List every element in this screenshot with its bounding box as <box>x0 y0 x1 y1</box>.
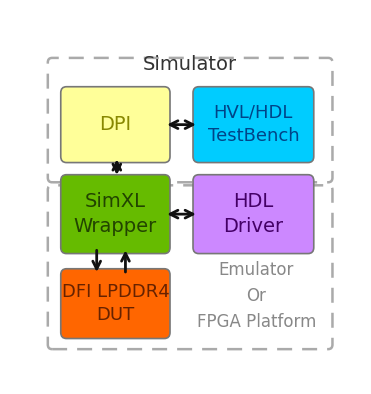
Text: HDL
Driver: HDL Driver <box>223 192 283 236</box>
Text: DFI LPDDR4
DUT: DFI LPDDR4 DUT <box>62 283 169 324</box>
FancyBboxPatch shape <box>193 175 314 254</box>
Text: Simulator: Simulator <box>143 55 237 74</box>
Text: SimXL
Wrapper: SimXL Wrapper <box>74 192 157 236</box>
Text: HVL/HDL
TestBench: HVL/HDL TestBench <box>208 104 299 145</box>
Text: DPI: DPI <box>99 115 131 134</box>
FancyBboxPatch shape <box>193 87 314 163</box>
FancyBboxPatch shape <box>61 87 170 163</box>
Text: Emulator
Or
FPGA Platform: Emulator Or FPGA Platform <box>197 261 316 331</box>
FancyBboxPatch shape <box>61 269 170 338</box>
FancyBboxPatch shape <box>61 175 170 254</box>
